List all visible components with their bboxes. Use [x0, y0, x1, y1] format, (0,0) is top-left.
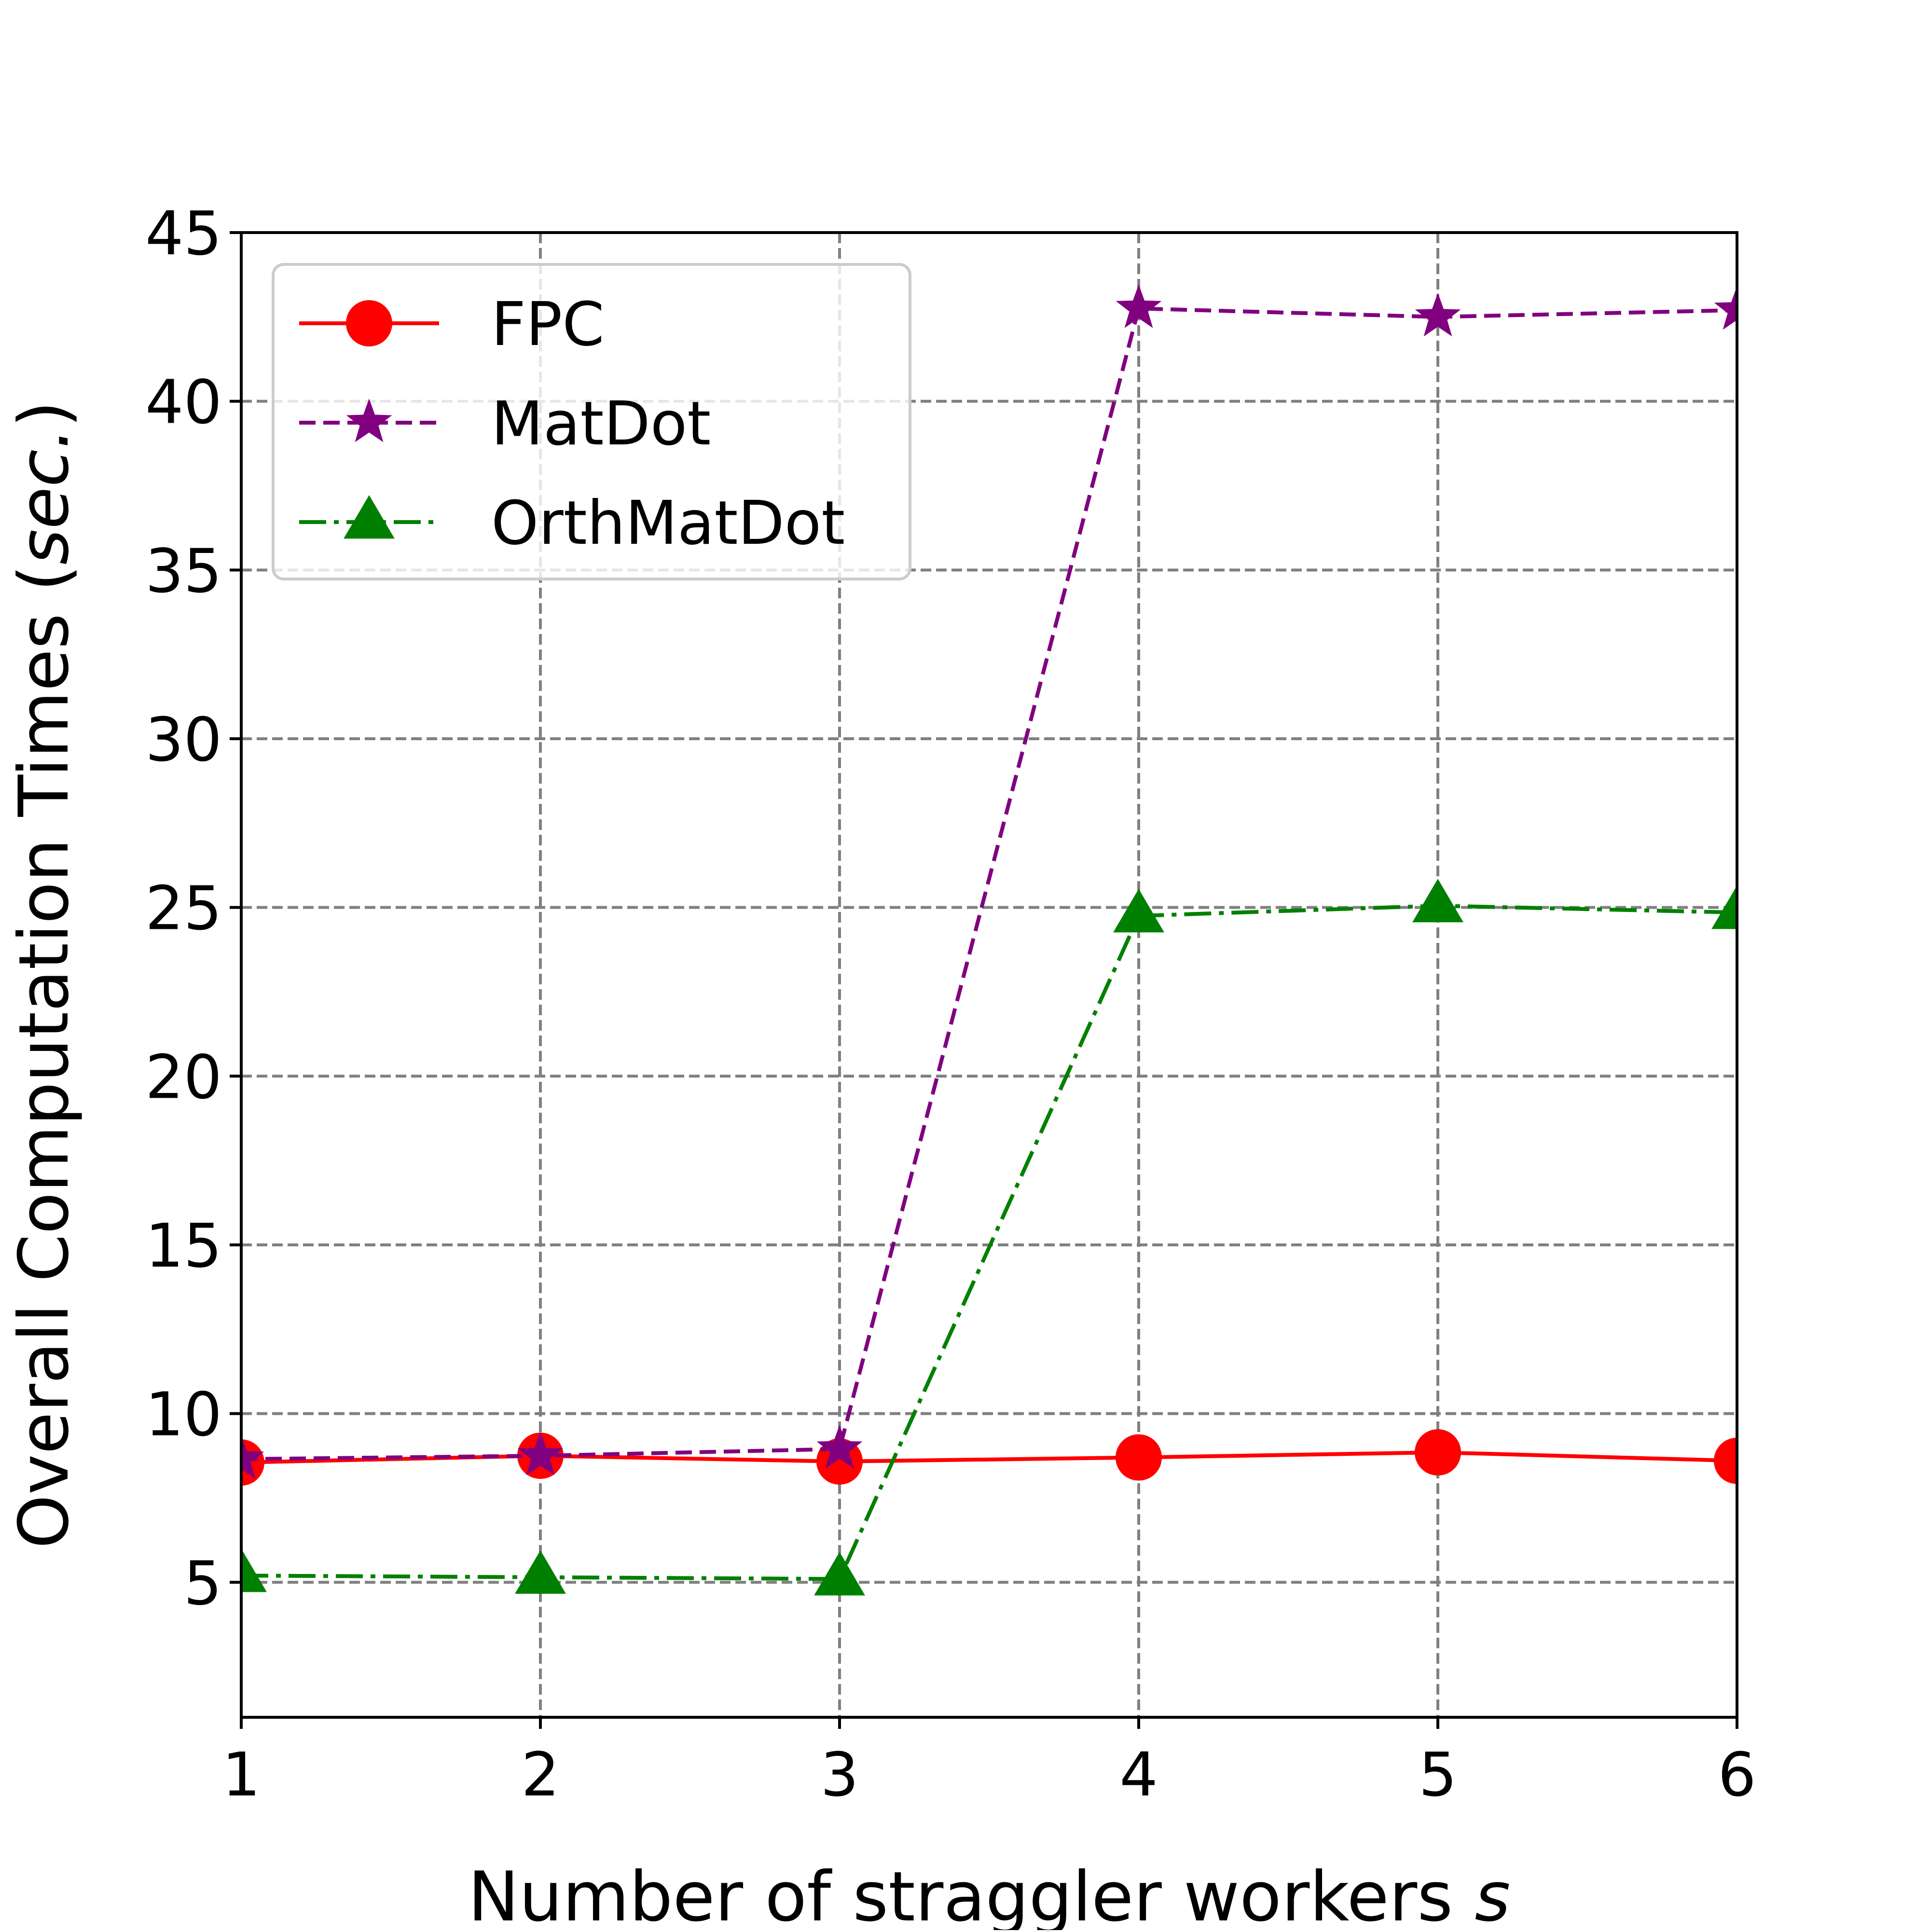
- legend-label-fpc: FPC: [491, 290, 605, 359]
- series-matdot: [241, 284, 1737, 1479]
- y-tick-label: 40: [145, 368, 222, 438]
- y-tick-label: 10: [145, 1380, 222, 1450]
- data-point-matdot: [1714, 286, 1737, 330]
- data-point-orthmatdot: [1711, 885, 1737, 929]
- x-tick-label: 1: [222, 1740, 261, 1810]
- legend-marker-fpc: [346, 300, 392, 346]
- data-point-orthmatdot: [814, 1552, 865, 1596]
- data-point-fpc: [1415, 1429, 1461, 1476]
- legend-entries: FPC MatDot OrthMatDot: [299, 290, 845, 558]
- legend-entry-fpc: FPC: [299, 290, 605, 359]
- y-tick-label: 35: [145, 536, 222, 606]
- plot-frame: [240, 231, 1738, 1719]
- legend: FPC MatDot OrthMatDot: [272, 263, 911, 580]
- data-point-matdot: [816, 1425, 863, 1469]
- y-tick-label: 5: [183, 1548, 222, 1618]
- series-line-orthmatdot: [241, 904, 1737, 1581]
- data-point-fpc: [1116, 1434, 1162, 1481]
- data-point-orthmatdot: [515, 1550, 566, 1594]
- x-axis-label: Number of straggler workers s: [468, 1857, 1511, 1930]
- x-tick-label: 6: [1718, 1740, 1756, 1810]
- legend-label-matdot: MatDot: [491, 389, 711, 459]
- y-tick-label: 25: [145, 874, 222, 944]
- legend-marker-orthmatdot: [344, 495, 395, 539]
- series-orthmatdot: [241, 879, 1737, 1596]
- legend-marker-matdot: [346, 399, 392, 442]
- y-tick-label: 15: [145, 1211, 222, 1281]
- data-point-matdot: [241, 1435, 264, 1479]
- y-tick-label: 30: [145, 705, 222, 775]
- x-tick-label: 3: [820, 1740, 859, 1810]
- y-axis-label: Overall Computation Times (sec.): [4, 401, 84, 1549]
- legend-entry-matdot: MatDot: [299, 389, 711, 459]
- data-point-matdot: [517, 1432, 564, 1476]
- y-tick-label: 20: [145, 1042, 222, 1112]
- data-point-orthmatdot: [1412, 879, 1463, 923]
- x-tick-label: 4: [1119, 1740, 1158, 1810]
- series-group: [241, 284, 1737, 1596]
- legend-label-orthmatdot: OrthMatDot: [491, 488, 845, 558]
- x-tick-label: 5: [1419, 1740, 1457, 1810]
- x-tick-label: 2: [521, 1740, 560, 1810]
- data-point-fpc: [1714, 1437, 1737, 1484]
- data-point-orthmatdot: [1113, 889, 1164, 933]
- y-tick-label: 45: [145, 199, 222, 269]
- legend-entry-orthmatdot: OrthMatDot: [299, 488, 845, 558]
- data-point-matdot: [1116, 284, 1162, 328]
- series-line-matdot: [241, 306, 1737, 1461]
- legend-box: [272, 263, 911, 580]
- data-point-matdot: [1415, 292, 1461, 337]
